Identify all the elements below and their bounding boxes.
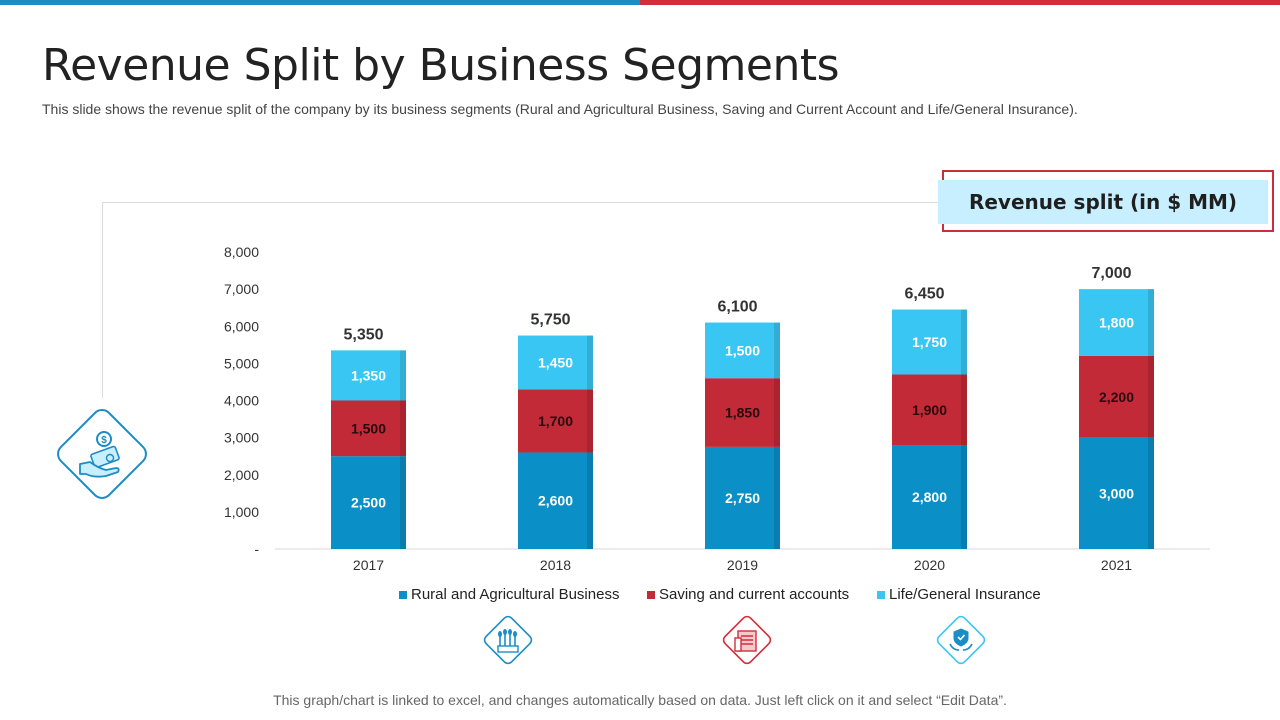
x-tick-label-2021: 2021 xyxy=(1101,557,1132,573)
bar-rural-2020 xyxy=(892,445,967,549)
data-label-insurance-2018: 1,450 xyxy=(538,354,573,370)
y-tick-label: 4,000 xyxy=(224,393,259,409)
y-tick-label: 2,000 xyxy=(224,467,259,483)
bar-shade-rural-2017 xyxy=(400,456,406,549)
chart-frame-left xyxy=(102,202,103,398)
top-accent-bar xyxy=(0,0,1280,5)
crops-icon xyxy=(478,610,538,670)
total-label-2021: 7,000 xyxy=(1091,265,1131,282)
bar-rural-2019 xyxy=(705,446,780,549)
x-tick-label-2020: 2020 xyxy=(914,557,945,573)
chart-frame-top xyxy=(102,202,1222,203)
legend-swatch-insurance xyxy=(877,590,885,599)
y-tick-label: 8,000 xyxy=(224,244,259,260)
bar-saving-2019 xyxy=(705,378,780,447)
data-label-saving-2020: 1,900 xyxy=(912,402,947,418)
revenue-callout: Revenue split (in $ MM) xyxy=(938,170,1274,232)
x-tick-label-2019: 2019 xyxy=(727,557,758,573)
data-label-rural-2021: 3,000 xyxy=(1099,485,1134,501)
bar-shade-insurance-2017 xyxy=(400,350,406,401)
data-label-insurance-2020: 1,750 xyxy=(912,334,947,350)
bar-shade-rural-2019 xyxy=(774,446,780,549)
bar-rural-2017 xyxy=(331,456,406,549)
bar-rural-2021 xyxy=(1079,437,1154,549)
y-tick-label: 7,000 xyxy=(224,281,259,297)
bar-saving-2020 xyxy=(892,374,967,446)
bar-shade-insurance-2020 xyxy=(961,309,967,375)
revenue-callout-label: Revenue split (in $ MM) xyxy=(938,180,1268,224)
bar-shade-saving-2020 xyxy=(961,374,967,446)
legend-label-saving: Saving and current accounts xyxy=(659,586,850,603)
legend-item-rural: Rural and Agricultural Business xyxy=(399,586,619,603)
bank-icon xyxy=(717,610,777,670)
bar-insurance-2017 xyxy=(331,350,406,401)
y-tick-label: 6,000 xyxy=(224,318,259,334)
top-accent-red xyxy=(640,0,1280,5)
page-subtitle: This slide shows the revenue split of th… xyxy=(42,101,1078,117)
bar-rural-2018 xyxy=(518,452,593,549)
chart-legend: Rural and Agricultural Business Saving a… xyxy=(0,586,1280,606)
total-label-2018: 5,750 xyxy=(530,312,570,329)
bar-shade-insurance-2021 xyxy=(1148,289,1154,356)
data-label-insurance-2021: 1,800 xyxy=(1099,315,1134,331)
total-label-2017: 5,350 xyxy=(343,326,383,343)
bar-saving-2021 xyxy=(1079,355,1154,438)
y-tick-label: 3,000 xyxy=(224,430,259,446)
bar-shade-saving-2017 xyxy=(400,400,406,457)
y-tick-label: - xyxy=(254,541,259,557)
svg-text:$: $ xyxy=(101,435,107,446)
data-label-saving-2017: 1,500 xyxy=(351,420,386,436)
money-hand-icon: $ xyxy=(46,398,158,510)
bar-shade-rural-2018 xyxy=(587,452,593,549)
bar-shade-saving-2021 xyxy=(1148,355,1154,438)
data-label-rural-2017: 2,500 xyxy=(351,495,386,511)
bar-shade-saving-2019 xyxy=(774,378,780,447)
bar-shade-rural-2020 xyxy=(961,445,967,549)
data-label-rural-2019: 2,750 xyxy=(725,490,760,506)
page-title: Revenue Split by Business Segments xyxy=(42,40,840,91)
data-label-rural-2020: 2,800 xyxy=(912,489,947,505)
data-label-insurance-2017: 1,350 xyxy=(351,367,386,383)
bar-insurance-2018 xyxy=(518,335,593,390)
bar-shade-insurance-2018 xyxy=(587,335,593,390)
data-label-rural-2018: 2,600 xyxy=(538,493,573,509)
legend-label-insurance: Life/General Insurance xyxy=(889,586,1041,603)
x-tick-label-2017: 2017 xyxy=(353,557,384,573)
legend-item-insurance: Life/General Insurance xyxy=(877,586,1041,603)
data-label-saving-2021: 2,200 xyxy=(1099,389,1134,405)
bar-saving-2018 xyxy=(518,389,593,453)
legend-swatch-rural xyxy=(399,590,407,599)
total-label-2019: 6,100 xyxy=(717,299,757,316)
top-accent-blue xyxy=(0,0,640,5)
total-label-2020: 6,450 xyxy=(904,286,944,303)
bar-insurance-2019 xyxy=(705,322,780,379)
bar-shade-rural-2021 xyxy=(1148,437,1154,549)
x-tick-label-2018: 2018 xyxy=(540,557,571,573)
legend-swatch-saving xyxy=(647,590,655,599)
bar-insurance-2020 xyxy=(892,309,967,375)
y-tick-label: 5,000 xyxy=(224,355,259,371)
bar-shade-insurance-2019 xyxy=(774,322,780,379)
bar-shade-saving-2018 xyxy=(587,389,593,453)
bar-insurance-2021 xyxy=(1079,289,1154,356)
legend-label-rural: Rural and Agricultural Business xyxy=(411,586,620,603)
y-tick-label: 1,000 xyxy=(224,504,259,520)
shield-hands-icon xyxy=(931,610,991,670)
bar-saving-2017 xyxy=(331,400,406,457)
data-label-saving-2019: 1,850 xyxy=(725,405,760,421)
data-label-saving-2018: 1,700 xyxy=(538,413,573,429)
footer-note: This graph/chart is linked to excel, and… xyxy=(273,692,1007,708)
data-label-insurance-2019: 1,500 xyxy=(725,342,760,358)
legend-item-saving: Saving and current accounts xyxy=(647,586,849,603)
